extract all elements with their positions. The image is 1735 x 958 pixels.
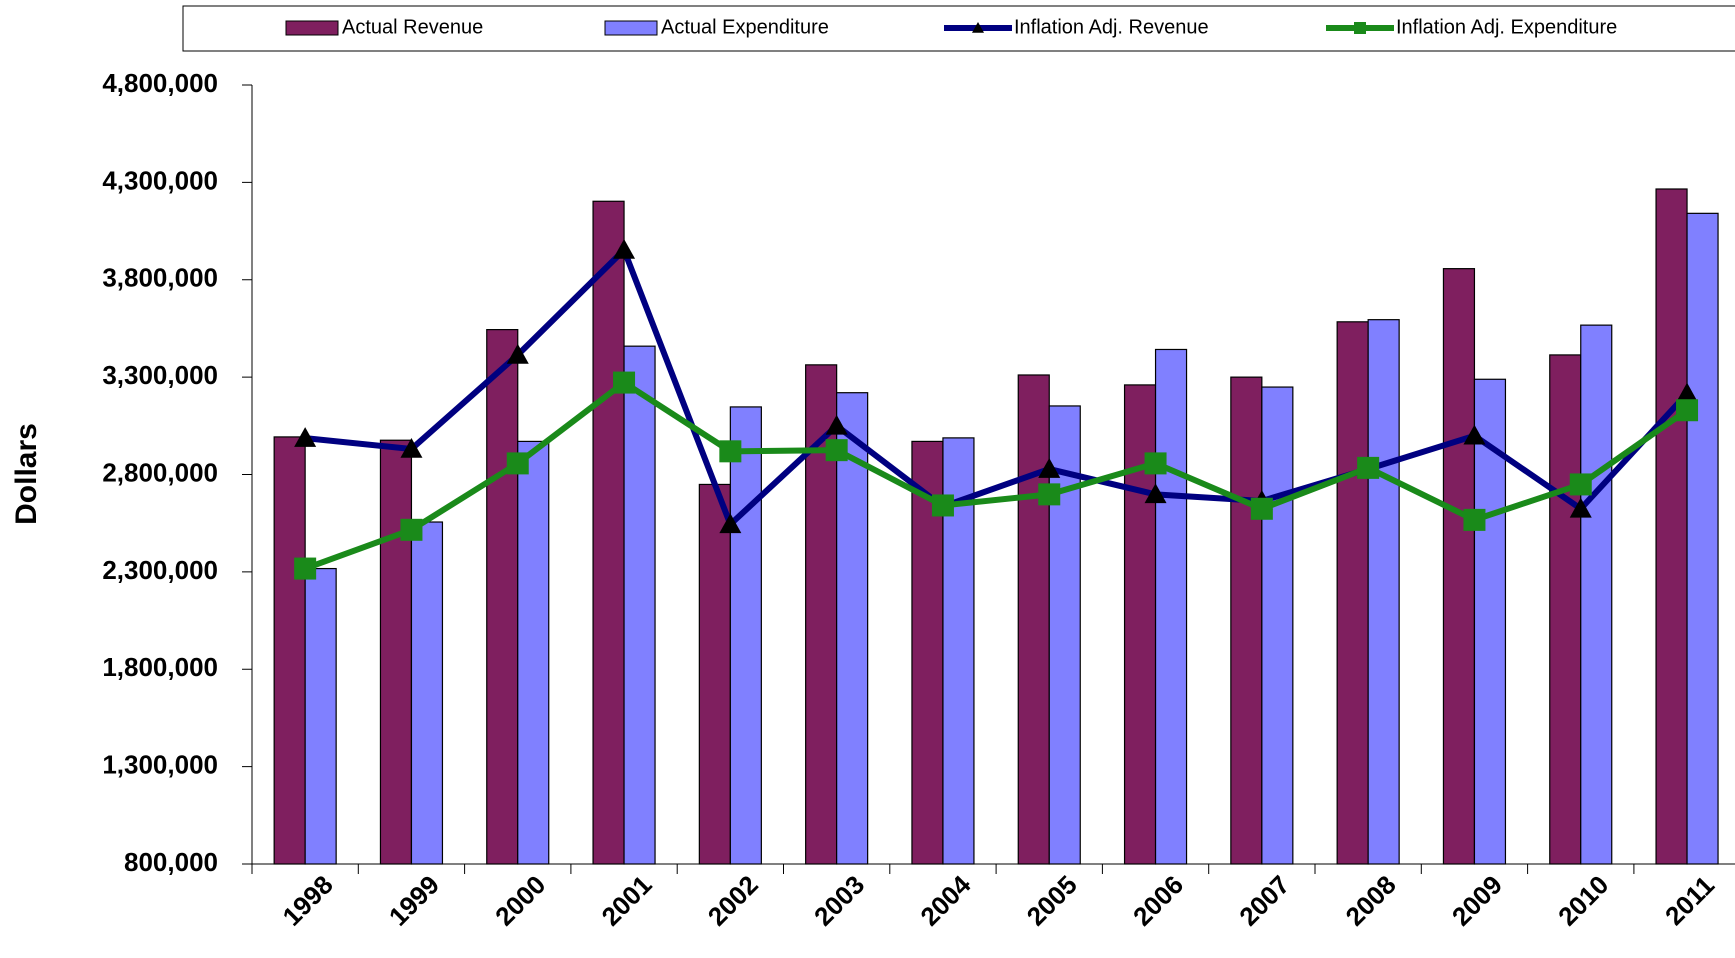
bar: [1473, 378, 1507, 865]
line: [304, 378, 1689, 572]
legend-swatch: [604, 20, 658, 36]
marker: [506, 452, 529, 475]
x-tick-label: 2007: [1233, 869, 1295, 931]
y-tick-label: 3,800,000: [102, 263, 218, 293]
marker: [506, 343, 529, 364]
marker: [1038, 483, 1061, 506]
x-tick-label: 2000: [489, 869, 551, 931]
bar: [1686, 212, 1719, 865]
x-tick-label: 1999: [383, 869, 445, 931]
marker: [1569, 473, 1592, 496]
marker: [1463, 508, 1486, 531]
bar: [623, 345, 656, 865]
x-tick-label: 2010: [1552, 869, 1614, 931]
marker: [1676, 382, 1699, 403]
legend-label: Inflation Adj. Revenue: [1014, 16, 1209, 38]
bar: [592, 200, 625, 865]
bar: [517, 440, 550, 865]
marker: [1038, 458, 1061, 478]
legend-swatch: [285, 20, 339, 36]
bar: [1549, 354, 1582, 865]
marker: [825, 439, 848, 462]
marker: [1357, 456, 1380, 479]
bar: [304, 567, 337, 865]
y-tick-label: 1,800,000: [102, 652, 218, 682]
bar: [379, 439, 413, 865]
bar: [1048, 405, 1081, 865]
marker: [1250, 497, 1273, 520]
y-tick-label: 2,800,000: [102, 457, 218, 487]
marker: [719, 440, 742, 463]
marker: [825, 414, 848, 435]
marker: [972, 22, 984, 33]
legend-label: Inflation Adj. Expenditure: [1396, 16, 1617, 38]
x-tick-label: 2009: [1446, 869, 1508, 931]
bar: [1154, 348, 1188, 865]
bar: [1017, 374, 1050, 865]
bar: [273, 436, 306, 865]
marker: [1144, 483, 1167, 504]
line: [304, 244, 1690, 530]
y-tick-label: 1,300,000: [102, 750, 218, 780]
marker: [294, 557, 317, 580]
x-tick-label: 2003: [808, 869, 870, 931]
y-axis-label: Dollars: [10, 423, 43, 525]
marker: [931, 494, 954, 517]
legend-label: Actual Revenue: [342, 16, 483, 38]
x-tick-label: 2005: [1021, 869, 1083, 931]
x-tick-label: 1998: [277, 869, 339, 931]
bar: [1655, 188, 1688, 865]
marker: [400, 518, 423, 541]
y-tick-label: 3,300,000: [102, 360, 218, 390]
y-tick-label: 800,000: [124, 847, 218, 877]
x-tick-label: 2001: [595, 869, 657, 931]
x-tick-label: 2011: [1659, 870, 1720, 931]
bar: [698, 483, 731, 865]
marker: [294, 427, 317, 447]
bar: [1261, 386, 1294, 865]
marker: [400, 437, 423, 458]
marker: [1569, 497, 1592, 518]
bar: [1442, 268, 1476, 865]
bar: [410, 521, 444, 865]
bar: [1580, 324, 1613, 865]
bar: [1230, 376, 1263, 865]
bar: [1336, 321, 1369, 865]
marker: [613, 371, 636, 394]
marker: [719, 513, 742, 534]
marker: [1354, 22, 1366, 34]
bar: [1367, 319, 1400, 865]
marker: [1676, 399, 1699, 422]
marker: [1144, 452, 1167, 475]
x-tick-label: 2004: [914, 869, 976, 931]
y-tick-label: 2,300,000: [102, 555, 218, 585]
legend-label: Actual Expenditure: [661, 16, 829, 38]
marker: [613, 238, 636, 259]
x-tick-label: 2002: [702, 869, 764, 931]
y-tick-label: 4,300,000: [102, 165, 218, 195]
x-tick-label: 2008: [1340, 869, 1402, 931]
marker: [1463, 424, 1486, 445]
x-tick-label: 2006: [1127, 869, 1189, 931]
y-tick-label: 4,800,000: [102, 68, 218, 98]
bar: [486, 329, 519, 865]
bar: [836, 392, 869, 865]
bar: [729, 406, 762, 865]
